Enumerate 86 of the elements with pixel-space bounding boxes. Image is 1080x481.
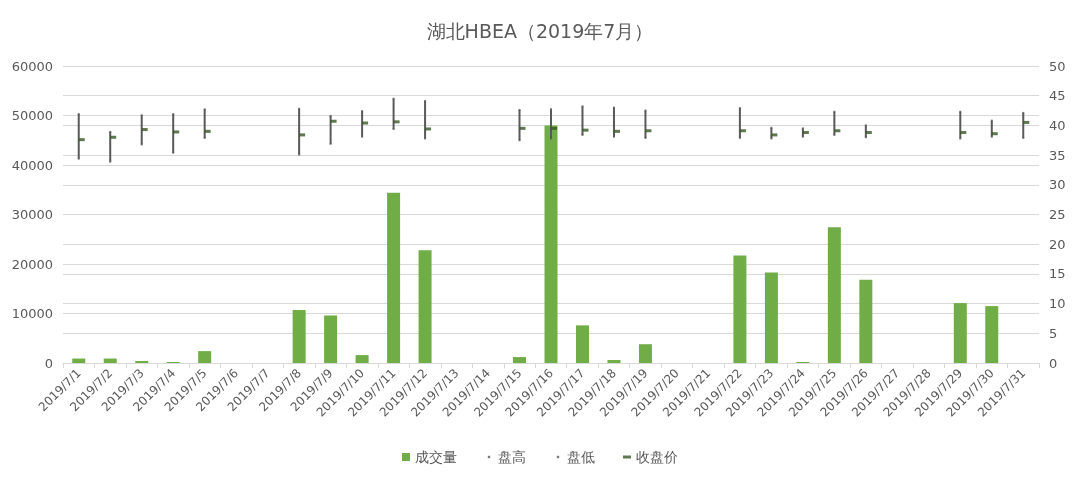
y-tick-label: 30000	[11, 207, 53, 222]
point	[644, 109, 647, 112]
point	[738, 107, 741, 110]
y2-tick-label: 35	[1049, 147, 1066, 163]
point	[959, 137, 962, 140]
bar	[355, 355, 369, 363]
point	[518, 139, 521, 142]
bar	[638, 344, 652, 363]
point	[864, 124, 867, 127]
y2-tick-label: 20	[1049, 236, 1066, 252]
y-tick-label: 50000	[11, 108, 53, 123]
point	[518, 108, 521, 111]
point	[329, 114, 332, 117]
bar	[575, 325, 589, 363]
y-tick-label: 60000	[11, 58, 53, 74]
y2-tick-label: 50	[1049, 58, 1066, 74]
bar	[387, 192, 401, 363]
bar	[103, 358, 117, 363]
point	[203, 136, 206, 139]
y2-tick-label: 0	[1049, 355, 1058, 371]
point	[109, 130, 112, 133]
point	[109, 160, 112, 163]
point	[1022, 111, 1025, 114]
legend-label: 盘高	[498, 449, 526, 465]
point	[833, 110, 836, 113]
point	[298, 153, 301, 156]
y-tick-label: 0	[44, 355, 53, 371]
point	[329, 142, 332, 145]
y2-tick-label: 40	[1049, 117, 1066, 133]
bar	[292, 310, 306, 363]
point	[361, 135, 364, 138]
point	[1022, 136, 1025, 139]
y2-tick-label: 15	[1049, 266, 1066, 282]
chart-title: 湖北HBEA（2019年7月）	[426, 19, 654, 42]
y2-tick-label: 5	[1049, 325, 1058, 341]
point	[392, 127, 395, 130]
y2-tick-label: 25	[1049, 207, 1066, 222]
point	[298, 107, 301, 110]
y-tick-label: 20000	[11, 256, 53, 272]
point	[990, 119, 993, 122]
point	[140, 114, 143, 117]
point	[833, 133, 836, 136]
point	[959, 110, 962, 113]
bar	[513, 357, 527, 363]
point	[140, 143, 143, 146]
legend-label: 成交量	[415, 449, 457, 465]
bar	[544, 125, 558, 363]
bar	[764, 272, 778, 363]
point	[990, 135, 993, 138]
point	[172, 151, 175, 154]
y2-tick-label: 10	[1049, 296, 1066, 312]
point	[77, 113, 80, 116]
point	[644, 136, 647, 139]
y-tick-label: 40000	[11, 157, 53, 173]
point	[392, 97, 395, 100]
point	[770, 137, 773, 140]
legend-label: 收盘价	[636, 449, 678, 465]
point	[77, 157, 80, 160]
bar	[859, 279, 873, 363]
bar	[324, 315, 338, 363]
point	[612, 106, 615, 109]
point	[864, 136, 867, 139]
point	[738, 136, 741, 139]
point	[581, 105, 584, 108]
bar	[827, 227, 841, 363]
point	[801, 127, 804, 130]
bar	[607, 360, 621, 363]
point	[361, 110, 364, 113]
point	[612, 135, 615, 138]
point	[172, 113, 175, 116]
y2-tick-label: 30	[1049, 177, 1066, 193]
legend-label: 盘低	[567, 449, 595, 465]
y-tick-label: 10000	[11, 306, 53, 321]
point	[801, 135, 804, 138]
bar	[733, 255, 747, 363]
y2-tick-label: 45	[1049, 88, 1066, 104]
bar	[198, 351, 212, 363]
point	[424, 100, 427, 103]
bar	[418, 250, 432, 363]
point	[770, 126, 773, 129]
point	[424, 137, 427, 140]
bar	[985, 306, 999, 363]
point	[581, 133, 584, 136]
point	[203, 108, 206, 111]
bar	[953, 303, 967, 363]
bar	[72, 358, 86, 363]
